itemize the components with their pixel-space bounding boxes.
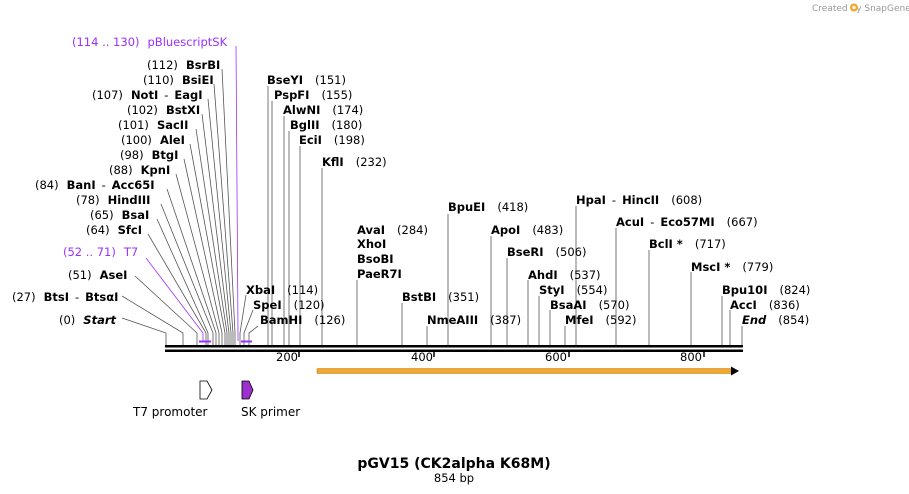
tick-label-400: 400 xyxy=(411,350,433,364)
site-label-noti[interactable]: (107) NotI - EagI xyxy=(92,88,203,102)
credit-text: Created by SnapGene xyxy=(812,4,909,14)
feature-label-sk-primer: SK primer xyxy=(241,405,300,419)
site-label-styi[interactable]: StyI (554) xyxy=(539,283,608,297)
dna-backbone xyxy=(165,340,743,352)
connector-sacii xyxy=(195,128,228,345)
site-label-end[interactable]: End (854) xyxy=(742,313,809,327)
site-label-pspfi[interactable]: PspFI (155) xyxy=(274,88,352,102)
connector-t7 xyxy=(145,257,204,341)
tick-label-600: 600 xyxy=(545,350,567,364)
site-labels: (114 .. 130) pBluescriptSK (112) BsrBI (11… xyxy=(12,35,810,327)
site-label-btsi[interactable]: (27) BtsI - BtsαI xyxy=(12,290,118,304)
t7-promoter-arrow-icon xyxy=(199,380,213,400)
site-label-mfei[interactable]: MfeI (592) xyxy=(565,313,636,327)
site-label-bsaai[interactable]: BsaAI (570) xyxy=(550,298,630,312)
connector-btsi xyxy=(121,295,184,345)
site-label-hindiii[interactable]: (78) HindIII xyxy=(76,193,150,207)
site-label-paer7i[interactable]: PaeR7I xyxy=(357,267,402,281)
site-label-bani[interactable]: (84) BanI - Acc65I xyxy=(35,178,155,192)
site-label-start[interactable]: (0) Start xyxy=(59,313,117,327)
connector-noti xyxy=(207,98,232,345)
connector-sfci xyxy=(147,233,207,345)
connector-xbai xyxy=(239,294,247,345)
connector-bstxi xyxy=(201,113,230,345)
site-label-bseyi[interactable]: BseYI (151) xyxy=(267,73,346,87)
map-length: 854 bp xyxy=(434,471,474,485)
site-label-avai[interactable]: AvaI (284) xyxy=(357,223,428,237)
connector-hindiii xyxy=(160,203,214,345)
site-label-acui[interactable]: AcuI - Eco57MI (667) xyxy=(616,215,758,229)
site-label-bsiei[interactable]: (110) BsiEI xyxy=(143,73,214,87)
tick-label-800: 800 xyxy=(680,350,702,364)
site-label-apoi[interactable]: ApoI (483) xyxy=(491,223,563,237)
feature-t7-promoter[interactable]: T7 promoter xyxy=(132,380,213,419)
connector-start xyxy=(121,317,167,345)
site-label-nmeaiii[interactable]: NmeAIII (387) xyxy=(427,313,521,327)
site-label-bseri[interactable]: BseRI (506) xyxy=(507,245,586,259)
snapgene-logo-icon xyxy=(850,3,858,12)
site-label-bglii[interactable]: BglII (180) xyxy=(290,118,362,132)
site-label-bsai[interactable]: (65) BsaI xyxy=(90,208,149,222)
connector-bani xyxy=(166,188,217,345)
site-label-t7[interactable]: (52 .. 71) T7 xyxy=(63,245,138,259)
site-label-xbai[interactable]: XbaI (114) xyxy=(246,283,318,297)
site-label-ecii[interactable]: EciI (198) xyxy=(299,133,365,147)
feature-label-t7-promoter: T7 promoter xyxy=(132,405,208,419)
site-label-bpuei[interactable]: BpuEI (418) xyxy=(448,200,528,214)
ruler: 200 400 600 800 xyxy=(276,350,705,364)
site-label-xhoi[interactable]: XhoI xyxy=(357,237,386,251)
site-label-kpni[interactable]: (88) KpnI xyxy=(109,163,170,177)
map-title: pGV15 (CK2alpha K68M) xyxy=(357,456,550,472)
connector-bsiei xyxy=(213,83,234,345)
connector-alei xyxy=(189,143,226,345)
site-label-bstxi[interactable]: (102) BstXI xyxy=(127,103,200,117)
site-label-kfli[interactable]: KflI (232) xyxy=(322,155,387,169)
site-label-alei[interactable]: (100) AleI xyxy=(121,133,185,147)
site-label-hpai[interactable]: HpaI - HincII (608) xyxy=(576,193,702,207)
sk-primer-arrow-icon xyxy=(241,380,254,400)
site-label-sfci[interactable]: (64) SfcI xyxy=(86,223,142,237)
site-label-bstbi[interactable]: BstBI (351) xyxy=(402,290,479,304)
orf-arrow[interactable] xyxy=(316,366,739,376)
site-label-bpu10i[interactable]: Bpu10I (824) xyxy=(722,283,810,297)
connector-btgi xyxy=(183,158,223,345)
site-label-ahdi[interactable]: AhdI (537) xyxy=(528,268,601,282)
site-label-alwni[interactable]: AlwNI (174) xyxy=(283,103,363,117)
site-label-bsobi[interactable]: BsoBI xyxy=(357,252,394,266)
site-label-btgi[interactable]: (98) BtgI xyxy=(120,148,178,162)
tick-label-200: 200 xyxy=(276,350,298,364)
connector-asei xyxy=(134,275,198,345)
site-label-acci[interactable]: AccI (836) xyxy=(730,298,800,312)
site-label-spei[interactable]: SpeI (120) xyxy=(253,298,325,312)
site-label-pbluescriptsk[interactable]: (114 .. 130) pBluescriptSK xyxy=(72,35,228,49)
site-label-sacii[interactable]: (101) SacII xyxy=(118,118,188,132)
site-label-msci[interactable]: MscI * (779) xyxy=(691,260,773,274)
connector-kpni xyxy=(175,173,220,345)
connector-spei xyxy=(243,309,254,345)
site-label-bcli[interactable]: BclI * (717) xyxy=(649,237,726,251)
site-connectors xyxy=(121,45,743,345)
feature-sk-primer[interactable]: SK primer xyxy=(241,380,300,419)
connector-bsrbi xyxy=(221,68,236,345)
site-label-bamhi[interactable]: BamHI (126) xyxy=(260,313,345,327)
site-label-bsrbi[interactable]: (112) BsrBI xyxy=(147,58,220,72)
site-label-asei[interactable]: (51) AseI xyxy=(68,268,127,282)
connector-pbluescriptsk xyxy=(235,45,239,341)
